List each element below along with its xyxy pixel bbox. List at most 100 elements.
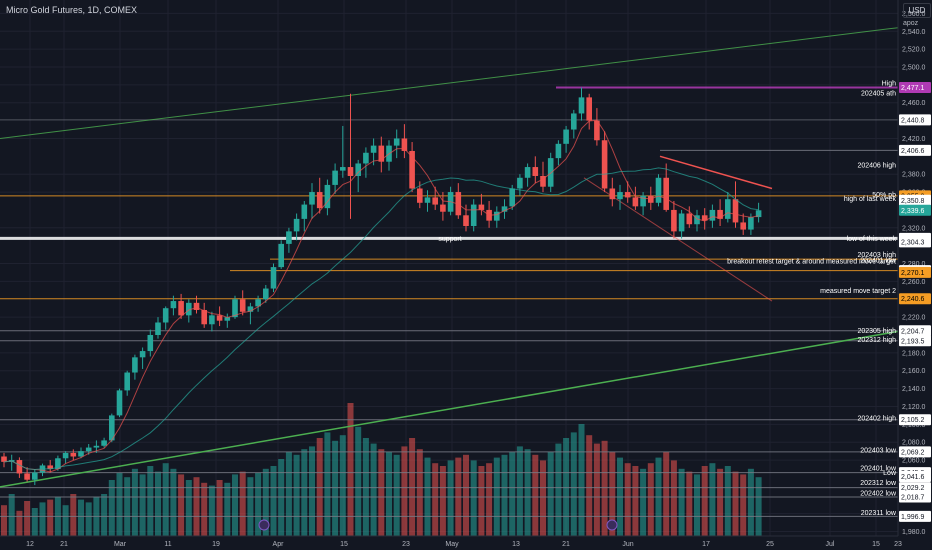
volume-bar xyxy=(486,463,493,536)
volume-bar xyxy=(131,468,138,536)
price-axis-tick-label: 2,120.0 xyxy=(902,404,925,411)
time-axis-background xyxy=(0,536,898,550)
candle-body xyxy=(624,192,631,198)
currency-button[interactable]: USD xyxy=(903,3,931,18)
volume-bar xyxy=(416,449,423,536)
candle-body xyxy=(109,415,115,441)
volume-bar xyxy=(501,454,508,536)
moving-average-long xyxy=(3,167,759,471)
lower-channel-line xyxy=(0,330,899,488)
candle-body xyxy=(232,299,238,318)
candle-body xyxy=(47,465,53,469)
price-axis-tick-label: 2,320.0 xyxy=(902,225,925,232)
price-label-value: 2,018.7 xyxy=(901,494,924,501)
volume-bar xyxy=(216,480,223,536)
candle-body xyxy=(547,158,554,187)
candle-body xyxy=(201,309,207,325)
volume-bar xyxy=(663,452,670,536)
price-label-tag xyxy=(899,510,931,522)
candle-body xyxy=(424,197,431,203)
price-axis-tick-label: 2,100.0 xyxy=(902,422,925,429)
candle-body xyxy=(540,175,546,187)
price-label-value: 2,477.1 xyxy=(901,85,924,92)
volume-bar xyxy=(701,466,708,536)
volume-bar xyxy=(547,452,554,536)
level-label: 202403 high xyxy=(857,252,896,259)
price-axis-tick-label: 2,220.0 xyxy=(902,315,925,322)
event-marker-icon[interactable] xyxy=(606,519,618,531)
volume-bar xyxy=(740,474,747,536)
volume-bar xyxy=(509,452,516,536)
volume-bar xyxy=(224,482,231,536)
volume-bar xyxy=(262,468,269,536)
candle-body xyxy=(224,317,231,321)
level-label: support xyxy=(438,236,461,243)
price-label-value: 2,440.8 xyxy=(901,117,924,124)
volume-bar xyxy=(316,438,323,536)
candle-body xyxy=(209,315,215,325)
candle-body xyxy=(478,204,485,210)
candle-body xyxy=(62,452,69,459)
candle-body xyxy=(755,210,762,218)
candle-body xyxy=(55,458,61,469)
price-label-value: 2,270.1 xyxy=(901,270,924,277)
volume-bar xyxy=(601,440,608,536)
volume-bar xyxy=(8,494,15,536)
level-label: measured move target 2 xyxy=(820,288,896,295)
candle-body xyxy=(363,152,369,164)
volume-bar xyxy=(39,502,46,536)
volume-bar xyxy=(347,403,354,536)
candle-body xyxy=(278,243,284,268)
volume-bar xyxy=(178,474,185,536)
price-axis-tick-label: 2,160.0 xyxy=(902,368,925,375)
time-axis-tick-label: Jun xyxy=(622,541,633,548)
candle-body xyxy=(555,143,562,159)
volume-bar xyxy=(324,432,331,536)
price-axis-tick-label: 2,460.0 xyxy=(902,100,925,107)
volume-bar xyxy=(155,471,161,536)
candle-body xyxy=(85,447,92,452)
level-label: High xyxy=(882,80,897,87)
volume-bar xyxy=(463,454,469,536)
volume-bar xyxy=(647,463,654,536)
candle-body xyxy=(732,199,739,223)
price-label-tag xyxy=(899,471,931,483)
volume-bar xyxy=(632,466,639,536)
volume-bar xyxy=(208,485,215,536)
candle-body xyxy=(655,177,662,203)
price-axis-tick-label: 2,420.0 xyxy=(902,136,925,143)
candle-body xyxy=(717,209,723,219)
candle-body xyxy=(501,206,508,212)
price-axis-tick-label: 2,560.0 xyxy=(902,11,925,18)
candle-body xyxy=(116,390,123,416)
level-label: 202312 low xyxy=(860,480,897,487)
volume-bar xyxy=(193,477,200,536)
time-axis-tick-label: 12 xyxy=(26,541,34,548)
candle-body xyxy=(694,215,700,225)
price-label-value: 2,193.5 xyxy=(901,338,924,345)
candle-body xyxy=(70,452,77,457)
price-label-value: 2,240.6 xyxy=(901,296,924,303)
price-label-tag xyxy=(899,482,931,494)
candle-body xyxy=(101,440,107,446)
candle-body xyxy=(617,192,623,200)
volume-bar xyxy=(670,460,677,536)
event-marker-icon[interactable] xyxy=(258,519,270,531)
candle-body xyxy=(78,451,84,457)
candle-body xyxy=(147,335,154,352)
volume-bar xyxy=(386,452,392,536)
time-axis-tick-label: 25 xyxy=(766,541,774,548)
volume-bar xyxy=(309,446,315,536)
time-axis-tick-label: Mar xyxy=(114,541,127,548)
volume-bar xyxy=(255,473,262,536)
candle-body xyxy=(347,167,354,176)
candle-body xyxy=(409,150,415,189)
candle-body xyxy=(417,188,423,203)
volume-bar xyxy=(201,482,208,536)
price-label-tag xyxy=(899,325,931,337)
volume-bar xyxy=(147,466,154,536)
volume-bar xyxy=(270,466,277,536)
volume-bar xyxy=(593,443,600,536)
level-label: 202405 ath xyxy=(861,90,896,97)
